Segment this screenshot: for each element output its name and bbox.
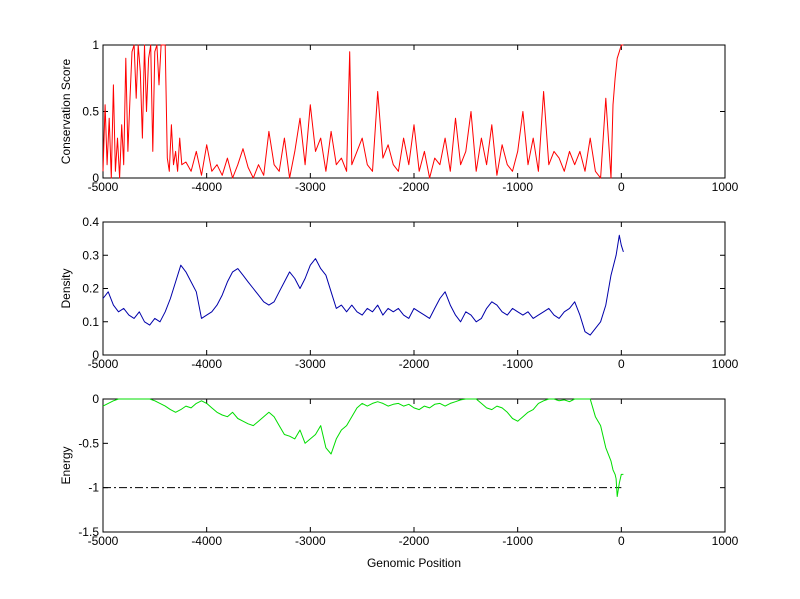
x-axis-label: Genomic Position — [367, 556, 461, 570]
y-tick-label: 0.1 — [82, 315, 99, 329]
x-tick-label: 0 — [618, 534, 625, 548]
y-tick-label: 0.5 — [82, 105, 99, 119]
y-tick-label: -0.5 — [78, 436, 99, 450]
x-tick-label: -3000 — [295, 357, 326, 371]
y-tick-label: -1 — [88, 481, 99, 495]
plot-area — [102, 44, 726, 179]
x-tick-label: -2000 — [399, 534, 430, 548]
x-tick-label: -2000 — [399, 180, 430, 194]
y-axis-label: Conservation Score — [59, 58, 73, 164]
y-axis-label: Energy — [59, 446, 73, 484]
y-tick-label: 0.4 — [82, 215, 99, 229]
x-tick-label: 1000 — [712, 180, 739, 194]
y-axis-label: Density — [59, 268, 73, 308]
x-tick-label: -4000 — [191, 180, 222, 194]
x-tick-label: -2000 — [399, 357, 430, 371]
y-tick-label: 0.2 — [82, 282, 99, 296]
energy-panel: -5000 -4000 -3000 -2000 -1000 0 1000 -1.5 -1 -0.5… — [59, 392, 739, 570]
x-tick-label: -5000 — [88, 534, 119, 548]
y-tick-label: 0.3 — [82, 248, 99, 262]
x-tick-label: -3000 — [295, 180, 326, 194]
series-line — [102, 398, 624, 497]
x-tick-label: -5000 — [88, 357, 119, 371]
x-tick-label: 0 — [618, 357, 625, 371]
x-tick-label: 1000 — [712, 534, 739, 548]
y-tick-label: 0 — [92, 171, 99, 185]
y-tick-label: 1 — [92, 38, 99, 52]
plot-area — [102, 398, 726, 533]
series-line — [102, 44, 624, 179]
x-tick-label: -4000 — [191, 357, 222, 371]
x-tick-label: -1000 — [502, 534, 533, 548]
plot-area — [102, 221, 726, 356]
density-panel: -5000 -4000 -3000 -2000 -1000 0 1000 0 0.1 0.2 0.3… — [59, 215, 739, 371]
y-tick-label: 0 — [92, 348, 99, 362]
x-tick-label: -5000 — [88, 180, 119, 194]
x-tick-label: 1000 — [712, 357, 739, 371]
x-tick-label: -4000 — [191, 534, 222, 548]
y-tick-label: 0 — [92, 392, 99, 406]
series-line — [102, 234, 624, 336]
x-tick-label: -1000 — [502, 180, 533, 194]
x-tick-label: -3000 — [295, 534, 326, 548]
y-tick-label: -1.5 — [78, 525, 99, 539]
x-tick-label: -1000 — [502, 357, 533, 371]
conservation-score-panel: -5000 -4000 -3000 -2000 -1000 0 1000 0 0.5 1 Conse… — [59, 38, 739, 194]
x-tick-label: 0 — [618, 180, 625, 194]
